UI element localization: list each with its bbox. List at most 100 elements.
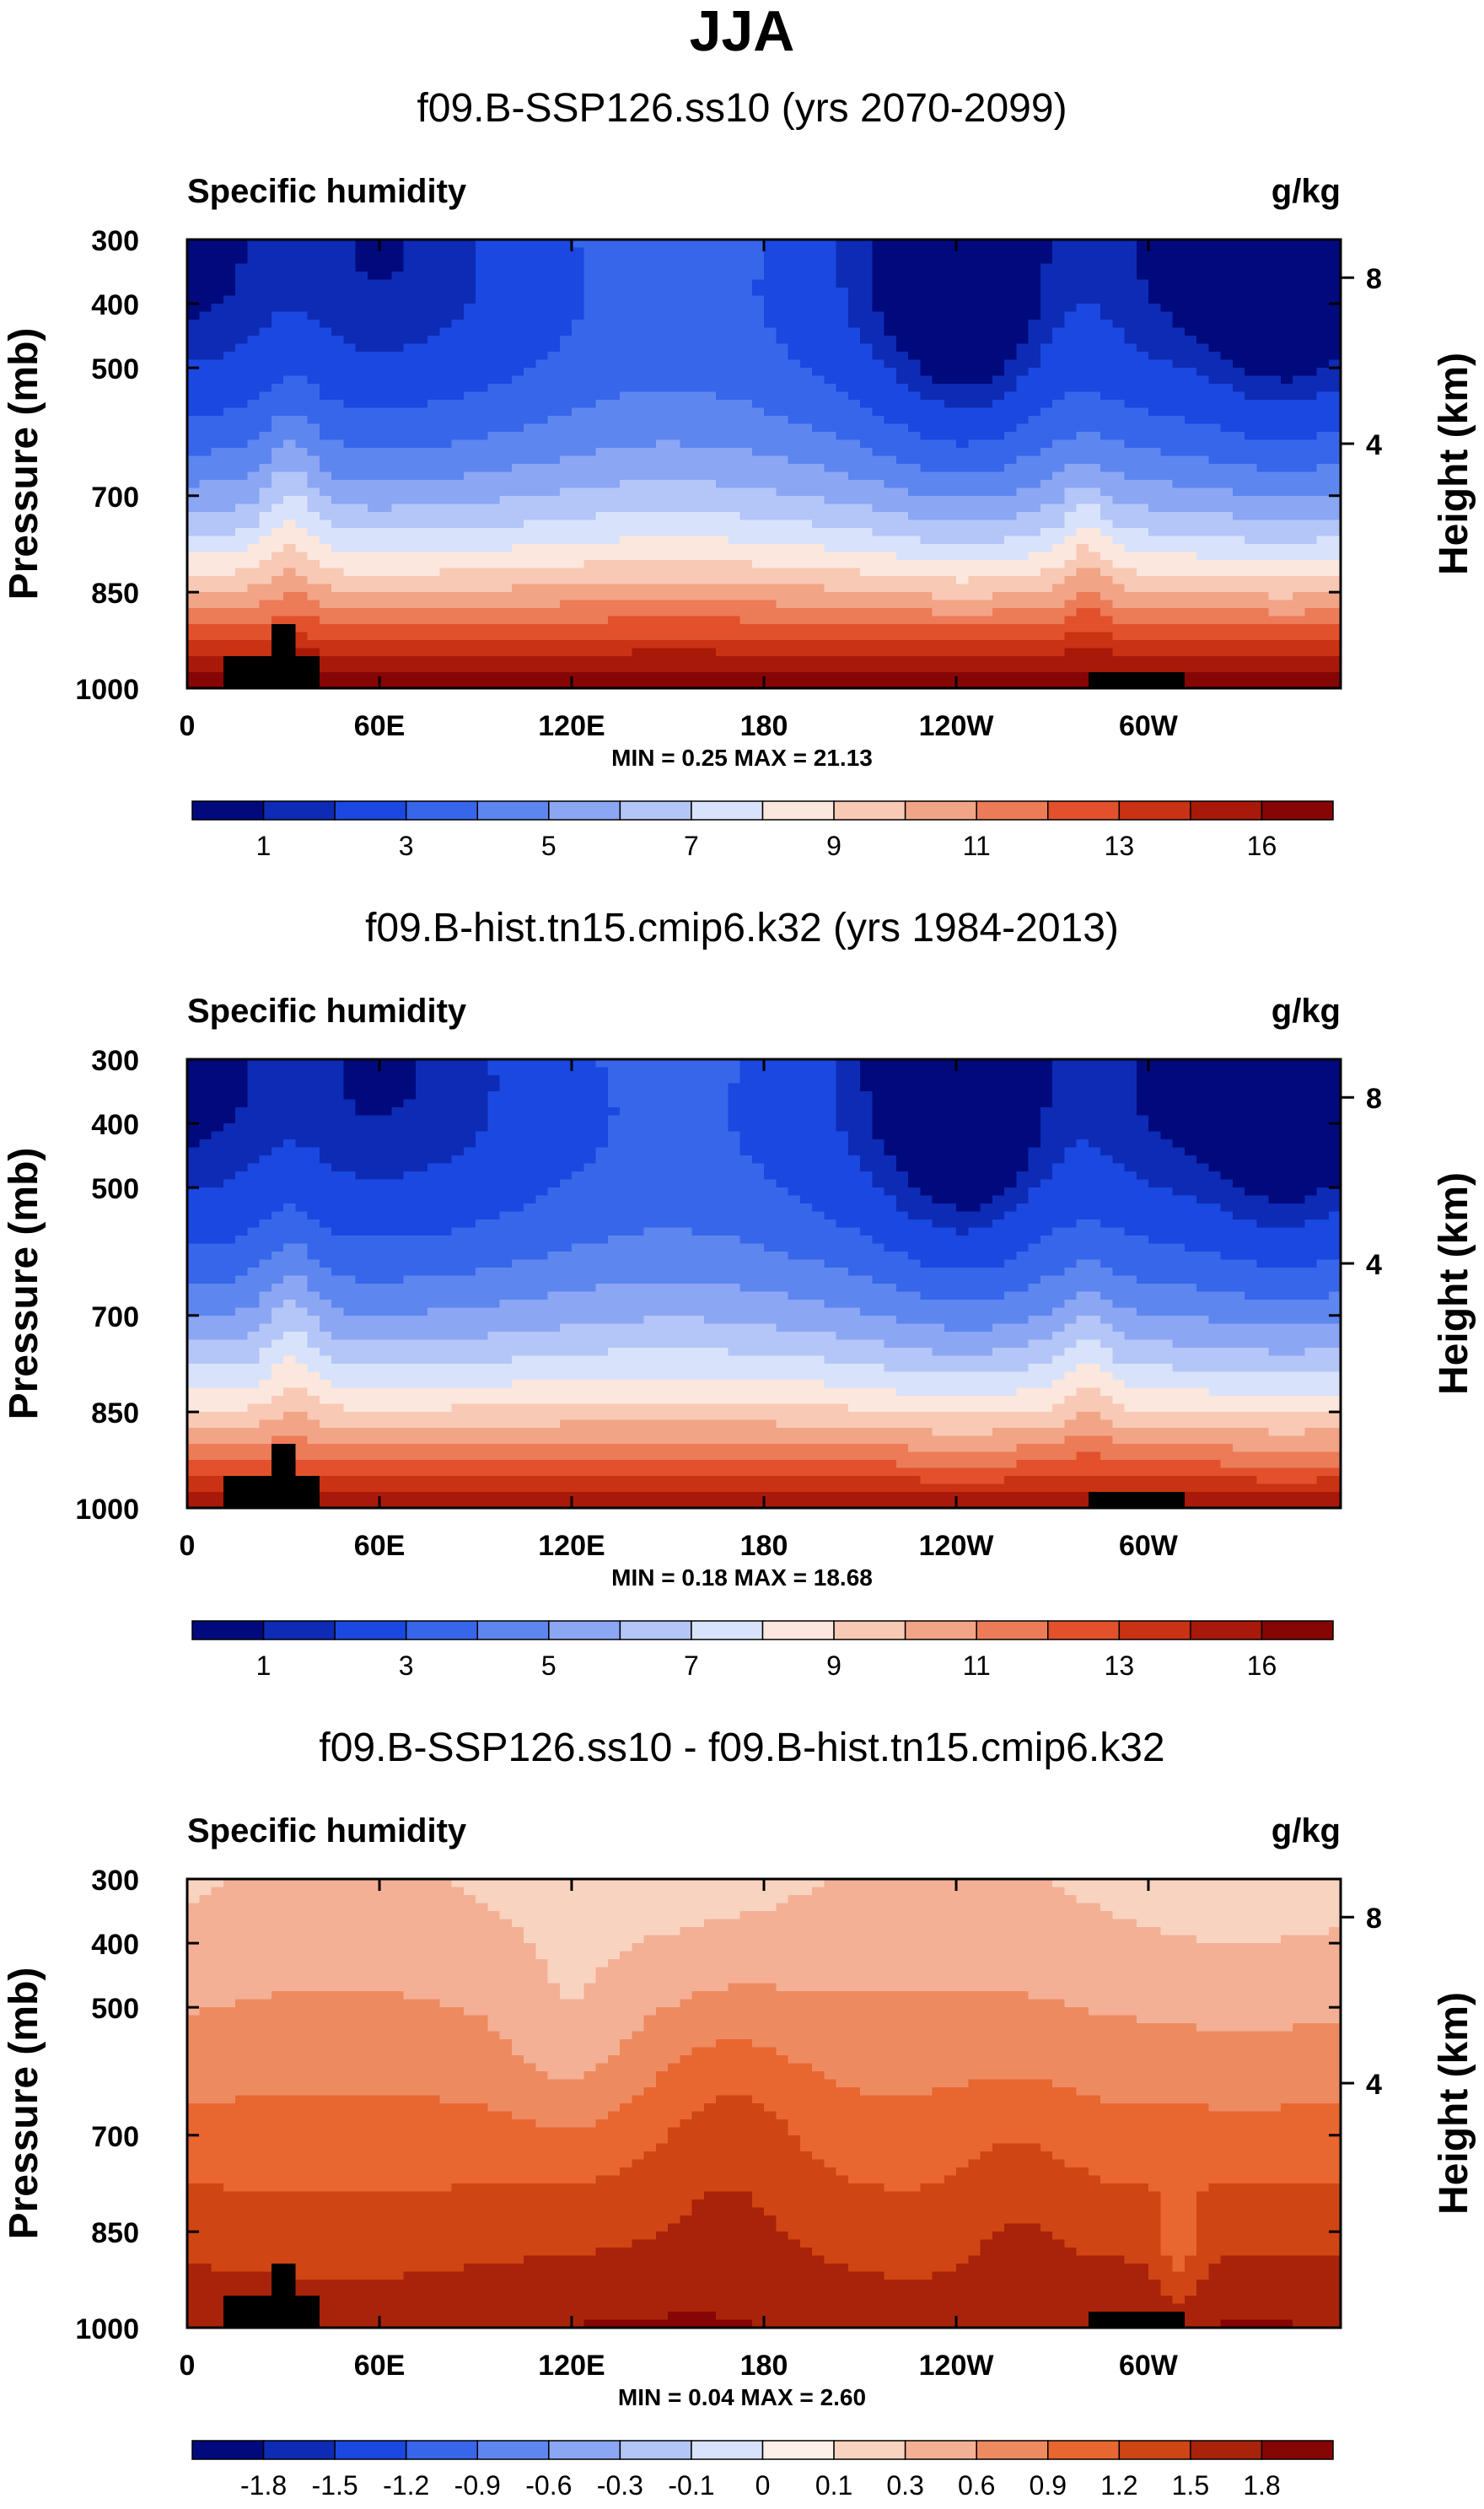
contour-cell (812, 304, 825, 313)
contour-cell (847, 471, 861, 481)
contour-cell (1028, 240, 1041, 249)
contour-cell (572, 407, 584, 417)
contour-cell (716, 503, 729, 513)
contour-cell (799, 263, 813, 272)
contour-cell (1064, 432, 1078, 441)
contour-cell (367, 448, 380, 457)
contour-cell (499, 496, 513, 505)
contour-cell (379, 503, 392, 513)
contour-cell (476, 311, 488, 320)
contour-cell (1148, 544, 1161, 553)
contour-cell (583, 600, 597, 609)
contour-cell (920, 423, 933, 433)
contour-cell (223, 544, 236, 553)
contour-cell (1232, 600, 1245, 609)
contour-cell (1184, 375, 1197, 385)
contour-cell (980, 503, 993, 513)
contour-cell (1160, 568, 1174, 577)
contour-cell (1220, 608, 1234, 617)
contour-cell (355, 288, 368, 297)
contour-cell (1160, 327, 1174, 337)
contour-cell (944, 568, 957, 577)
contour-cell (728, 648, 741, 657)
contour-cell (1316, 448, 1330, 457)
contour-cell (1088, 359, 1101, 369)
contour-cell (1268, 520, 1282, 529)
contour-cell (572, 487, 584, 497)
contour-cell (607, 343, 621, 353)
contour-cell (1100, 544, 1113, 553)
contour-cell (620, 256, 632, 265)
contour-cell (572, 400, 584, 409)
contour-cell (764, 423, 777, 433)
contour-cell (427, 240, 440, 249)
contour-cell (1004, 600, 1017, 609)
contour-cell (199, 584, 212, 593)
contour-cell (247, 327, 261, 337)
contour-cell (223, 368, 236, 377)
contour-cell (307, 455, 320, 465)
contour-cell (199, 304, 212, 313)
contour-cell (1208, 375, 1222, 385)
contour-cell (535, 343, 549, 353)
contour-cell (319, 632, 332, 641)
contour-cell (476, 391, 488, 401)
contour-cell (1136, 263, 1149, 272)
contour-cell (1124, 272, 1137, 281)
contour-cell (211, 536, 224, 545)
contour-cell (403, 279, 417, 288)
contour-cell (511, 592, 524, 601)
contour-cell (703, 544, 717, 553)
contour-cell (343, 336, 357, 345)
contour-cell (716, 608, 729, 617)
contour-cell (620, 279, 632, 288)
contour-cell (283, 343, 296, 353)
contour-cell (271, 240, 284, 249)
contour-cell (1136, 455, 1149, 465)
contour-cell (595, 487, 609, 497)
contour-cell (1196, 311, 1209, 320)
contour-cell (620, 263, 632, 272)
contour-cell (1088, 616, 1101, 625)
contour-cell (944, 528, 957, 537)
contour-cell (547, 448, 561, 457)
contour-cell (307, 343, 320, 353)
contour-cell (1076, 608, 1089, 617)
contour-cell (968, 327, 981, 337)
contour-cell (391, 343, 405, 353)
contour-cell (307, 320, 320, 329)
contour-cell (1040, 552, 1053, 561)
contour-cell (583, 352, 597, 361)
contour-cell (1208, 384, 1222, 393)
contour-cell (1052, 448, 1065, 457)
contour-cell (1136, 439, 1149, 449)
contour-cell (595, 375, 609, 385)
contour-cell (992, 503, 1005, 513)
contour-cell (572, 576, 584, 585)
contour-cell (632, 352, 645, 361)
contour-cell (860, 520, 873, 529)
contour-cell (1076, 311, 1089, 320)
contour-cell (1076, 448, 1089, 457)
contour-cell (1064, 640, 1078, 649)
contour-cell (824, 480, 837, 489)
contour-cell (427, 375, 440, 385)
contour-cell (1004, 608, 1017, 617)
contour-cell (1280, 560, 1293, 569)
contour-cell (908, 600, 921, 609)
contour-cell (655, 600, 669, 609)
contour-cell (1328, 544, 1342, 553)
contour-cell (1016, 256, 1030, 265)
contour-cell (511, 311, 524, 320)
contour-cell (572, 552, 584, 561)
contour-cell (1076, 240, 1089, 249)
contour-cell (1004, 448, 1017, 457)
contour-cell (836, 632, 849, 641)
contour-cell (1316, 343, 1330, 353)
contour-cell (716, 368, 729, 377)
contour-cell (728, 503, 741, 513)
contour-cell (1112, 423, 1126, 433)
contour-cell (716, 624, 729, 633)
contour-cell (1004, 368, 1017, 377)
contour-cell (259, 327, 272, 337)
